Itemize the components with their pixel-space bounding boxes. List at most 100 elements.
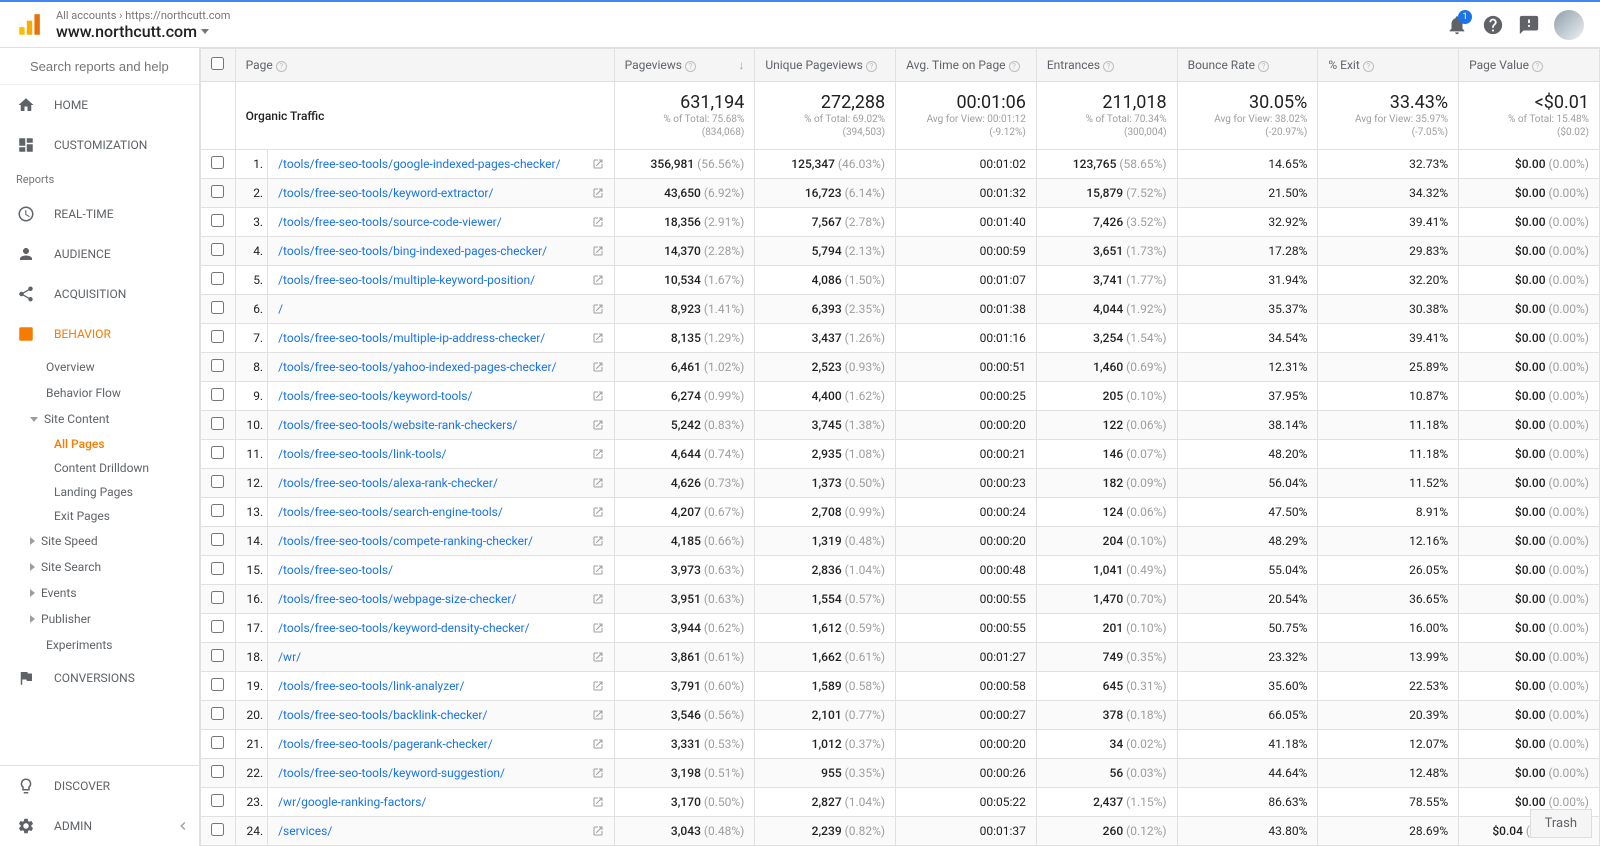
select-all-checkbox[interactable] (211, 57, 224, 70)
sidebar-item-conversions[interactable]: CONVERSIONS (0, 658, 199, 698)
page-link[interactable]: /tools/free-seo-tools/bing-indexed-pages… (278, 244, 586, 258)
row-avgtime: 00:00:59 (896, 237, 1037, 266)
sidebar-item-audience[interactable]: AUDIENCE (0, 234, 199, 274)
page-link[interactable]: /tools/free-seo-tools/keyword-tools/ (278, 389, 586, 403)
row-checkbox[interactable] (211, 707, 224, 720)
account-selector[interactable]: www.northcutt.com (56, 22, 230, 41)
col-unique[interactable]: Unique Pageviews? (755, 49, 896, 82)
row-checkbox[interactable] (211, 620, 224, 633)
row-unique: 2,935 (1.08%) (755, 440, 896, 469)
page-link[interactable]: /tools/free-seo-tools/google-indexed-pag… (278, 157, 586, 171)
page-link[interactable]: /wr/google-ranking-factors/ (278, 795, 586, 809)
col-entrances[interactable]: Entrances? (1036, 49, 1177, 82)
row-checkbox[interactable] (211, 330, 224, 343)
row-checkbox[interactable] (211, 562, 224, 575)
page-link[interactable]: / (278, 302, 586, 316)
row-checkbox[interactable] (211, 243, 224, 256)
row-checkbox[interactable] (211, 678, 224, 691)
sidebar-item-discover[interactable]: DISCOVER (0, 766, 199, 806)
sidebar-item-acquisition[interactable]: ACQUISITION (0, 274, 199, 314)
row-checkbox[interactable] (211, 185, 224, 198)
summary-unique: 272,288% of Total: 69.02%(394,503) (755, 82, 896, 150)
help-icon[interactable] (1482, 14, 1504, 36)
page-link[interactable]: /tools/free-seo-tools/ (278, 563, 586, 577)
row-checkbox[interactable] (211, 504, 224, 517)
col-bounce[interactable]: Bounce Rate? (1177, 49, 1318, 82)
sidebar-item-behavior[interactable]: BEHAVIOR (0, 314, 199, 354)
row-checkbox[interactable] (211, 156, 224, 169)
sidebar-sub-site-search[interactable]: Site Search (0, 554, 199, 580)
sidebar-sub-content-drilldown[interactable]: Content Drilldown (0, 456, 199, 480)
avatar[interactable] (1554, 10, 1584, 40)
page-link[interactable]: /tools/free-seo-tools/multiple-ip-addres… (278, 331, 586, 345)
row-checkbox[interactable] (211, 417, 224, 430)
breadcrumb[interactable]: All accounts › https://northcutt.com (56, 9, 230, 22)
sidebar-item-home[interactable]: HOME (0, 85, 199, 125)
row-bounce: 20.54% (1177, 585, 1318, 614)
sidebar-sub-exit-pages[interactable]: Exit Pages (0, 504, 199, 528)
page-link[interactable]: /tools/free-seo-tools/compete-ranking-ch… (278, 534, 586, 548)
page-link[interactable]: /tools/free-seo-tools/keyword-suggestion… (278, 766, 586, 780)
row-index: 1. (235, 150, 267, 179)
sidebar-sub-landing-pages[interactable]: Landing Pages (0, 480, 199, 504)
row-checkbox[interactable] (211, 272, 224, 285)
col-pageviews[interactable]: Pageviews?↓ (614, 49, 755, 82)
row-unique: 2,101 (0.77%) (755, 701, 896, 730)
row-unique: 6,393 (2.35%) (755, 295, 896, 324)
row-checkbox[interactable] (211, 475, 224, 488)
page-link[interactable]: /services/ (278, 824, 586, 838)
col-page[interactable]: Page? (235, 49, 614, 82)
sidebar-sub-site-content[interactable]: Site Content (0, 406, 199, 432)
sidebar-sub-all-pages[interactable]: All Pages (0, 432, 199, 456)
sidebar-item-customization[interactable]: CUSTOMIZATION (0, 125, 199, 165)
notifications-icon[interactable]: 1 (1446, 14, 1468, 36)
sidebar-sub-events[interactable]: Events (0, 580, 199, 606)
col-value[interactable]: Page Value? (1459, 49, 1600, 82)
page-link[interactable]: /tools/free-seo-tools/link-tools/ (278, 447, 586, 461)
row-value: $0.00 (0.00%) (1459, 469, 1600, 498)
page-link[interactable]: /wr/ (278, 650, 586, 664)
page-link[interactable]: /tools/free-seo-tools/multiple-keyword-p… (278, 273, 586, 287)
row-checkbox[interactable] (211, 533, 224, 546)
row-checkbox[interactable] (211, 794, 224, 807)
row-checkbox[interactable] (211, 446, 224, 459)
sidebar-sub-publisher[interactable]: Publisher (0, 606, 199, 632)
trash-button[interactable]: Trash (1530, 809, 1592, 838)
row-checkbox[interactable] (211, 301, 224, 314)
page-link[interactable]: /tools/free-seo-tools/search-engine-tool… (278, 505, 586, 519)
table-row: 6./8,923 (1.41%)6,393 (2.35%)00:01:384,0… (201, 295, 1600, 324)
sidebar-item-admin[interactable]: ADMIN (0, 806, 199, 846)
sidebar-sub-overview[interactable]: Overview (0, 354, 199, 380)
sidebar-collapse-button[interactable] (175, 818, 191, 838)
row-checkbox[interactable] (211, 649, 224, 662)
page-link[interactable]: /tools/free-seo-tools/pagerank-checker/ (278, 737, 586, 751)
row-pageviews: 3,331 (0.53%) (614, 730, 755, 759)
page-link[interactable]: /tools/free-seo-tools/source-code-viewer… (278, 215, 586, 229)
row-checkbox[interactable] (211, 388, 224, 401)
sidebar-sub-behavior-flow[interactable]: Behavior Flow (0, 380, 199, 406)
page-link[interactable]: /tools/free-seo-tools/link-analyzer/ (278, 679, 586, 693)
sidebar-sub-experiments[interactable]: Experiments (0, 632, 199, 658)
page-link[interactable]: /tools/free-seo-tools/keyword-extractor/ (278, 186, 586, 200)
page-link[interactable]: /tools/free-seo-tools/yahoo-indexed-page… (278, 360, 586, 374)
table-row: 9./tools/free-seo-tools/keyword-tools/6,… (201, 382, 1600, 411)
col-avgtime[interactable]: Avg. Time on Page? (896, 49, 1037, 82)
col-exit[interactable]: % Exit? (1318, 49, 1459, 82)
row-avgtime: 00:00:20 (896, 527, 1037, 556)
page-link[interactable]: /tools/free-seo-tools/webpage-size-check… (278, 592, 586, 606)
row-checkbox[interactable] (211, 359, 224, 372)
sidebar-item-realtime[interactable]: REAL-TIME (0, 194, 199, 234)
page-link[interactable]: /tools/free-seo-tools/website-rank-check… (278, 418, 586, 432)
page-link[interactable]: /tools/free-seo-tools/backlink-checker/ (278, 708, 586, 722)
row-checkbox[interactable] (211, 823, 224, 836)
page-link[interactable]: /tools/free-seo-tools/alexa-rank-checker… (278, 476, 586, 490)
external-link-icon (592, 767, 604, 779)
row-checkbox[interactable] (211, 214, 224, 227)
row-checkbox[interactable] (211, 736, 224, 749)
search-input[interactable] (30, 59, 200, 74)
feedback-icon[interactable] (1518, 14, 1540, 36)
page-link[interactable]: /tools/free-seo-tools/keyword-density-ch… (278, 621, 586, 635)
row-checkbox[interactable] (211, 765, 224, 778)
sidebar-sub-site-speed[interactable]: Site Speed (0, 528, 199, 554)
row-checkbox[interactable] (211, 591, 224, 604)
